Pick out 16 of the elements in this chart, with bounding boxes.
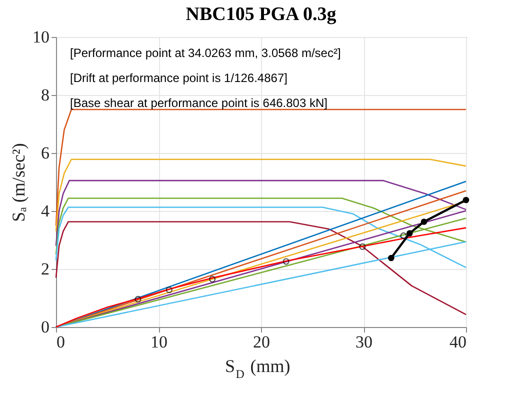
- y-tick-label: 4: [41, 202, 50, 220]
- x-tick-label: 0: [56, 332, 65, 352]
- x-tick-label: 30: [356, 332, 372, 352]
- y-tick-label: 0: [41, 318, 50, 336]
- y-axis-title: Sₐ (m/sec²): [8, 143, 28, 222]
- annotation: [Base shear at performance point is 646.803 kN]: [70, 96, 328, 110]
- x-tick-label: 40: [450, 332, 466, 352]
- chart-title: NBC105 PGA 0.3g: [186, 4, 337, 25]
- y-tick-label: 10: [32, 28, 50, 46]
- annotation: [Performance point at 34.0263 mm, 3.0568 m/sec²]: [70, 46, 341, 60]
- x-tick-label: 20: [253, 332, 270, 352]
- y-tick-label: 6: [41, 144, 50, 162]
- annotation: [Drift at performance point is 1/126.4867]: [70, 71, 288, 85]
- y-tick-label: 2: [41, 260, 50, 278]
- y-tick-label: 8: [41, 86, 50, 104]
- x-tick-label: 10: [150, 332, 168, 352]
